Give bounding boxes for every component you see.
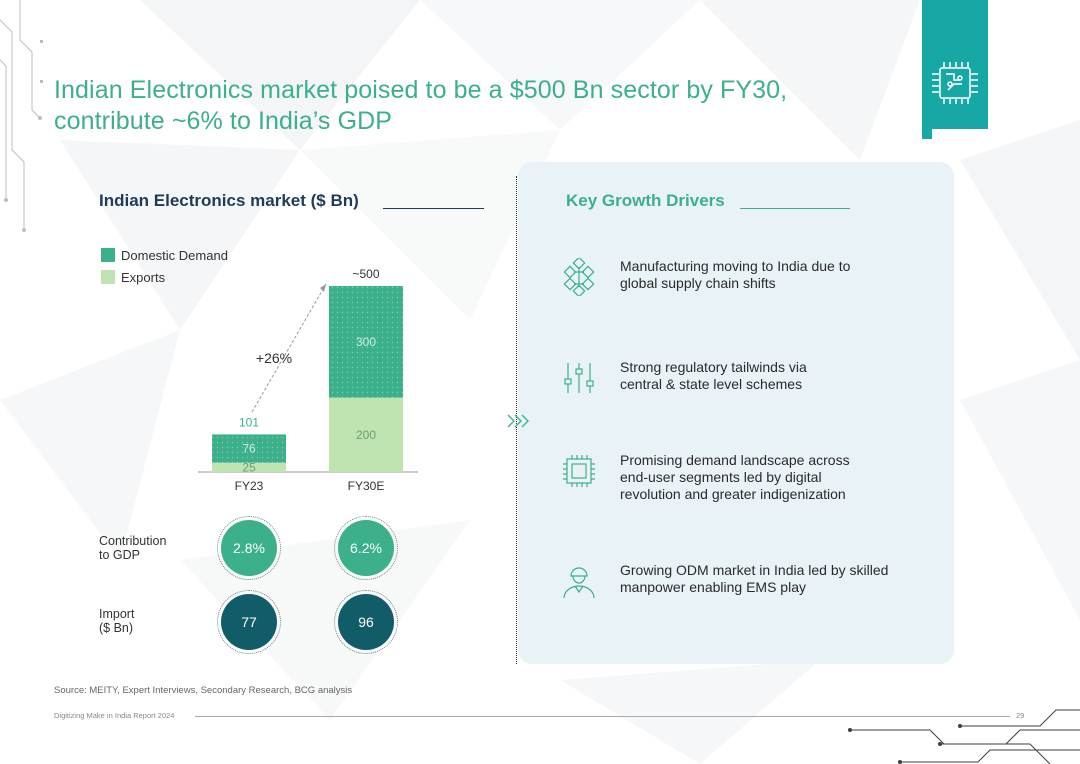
driver-text-odm: Growing ODM market in India led by skill…: [620, 562, 940, 596]
gdp-fy30e-bubble: 6.2%: [334, 516, 398, 580]
segment-label-fy30e-exports: 200: [356, 428, 376, 442]
import-fy30e-value: 96: [358, 614, 374, 630]
page-number: 29: [1016, 711, 1025, 720]
category-label-fy30e: FY30E: [348, 479, 385, 493]
import-fy23-bubble: 77: [217, 590, 281, 654]
footer-report-name: Digitizing Make in India Report 2024: [54, 711, 175, 720]
driver-4-line2: manpower enabling EMS play: [620, 579, 806, 595]
chevrons-right-icon: [507, 414, 529, 428]
supply-chain-icon: [563, 258, 595, 296]
import-label: Import ($ Bn): [99, 607, 134, 635]
import-label-line1: Import: [99, 607, 135, 621]
gdp-fy23-bubble: 2.8%: [217, 516, 281, 580]
legend-item-exports: Exports: [101, 266, 228, 288]
driver-3-line3: revolution and greater indigenization: [620, 486, 846, 502]
section-icon-tab-square: [922, 129, 932, 139]
driver-2-line1: Strong regulatory tailwinds via: [620, 359, 807, 375]
page-title-line1: Indian Electronics market poised to be a…: [54, 75, 788, 104]
gdp-contribution-label: Contribution to GDP: [99, 534, 166, 562]
chart-legend: Domestic Demand Exports: [101, 244, 228, 288]
growth-drivers-panel: [518, 162, 954, 664]
bar-fy30e-exports: [329, 397, 403, 472]
segment-label-fy23-exports: 25: [242, 460, 256, 474]
circuit-chip-icon: [932, 62, 978, 104]
bar-texture-fy30e: [329, 286, 403, 398]
footer-line: [195, 716, 1010, 717]
driver-text-supply-chain: Manufacturing moving to India due to glo…: [620, 258, 940, 292]
driver-1-line2: global supply chain shifts: [620, 275, 776, 291]
chart-heading: Indian Electronics market ($ Bn): [99, 191, 359, 210]
legend-swatch-exports: [101, 270, 115, 284]
driver-text-demand: Promising demand landscape across end-us…: [620, 452, 940, 503]
worker-icon: [563, 567, 595, 599]
growth-arrow-line: [251, 283, 327, 413]
bar-texture-fy23: [212, 434, 286, 463]
gdp-label-line1: Contribution: [99, 534, 167, 548]
chart-heading-underline: [383, 208, 484, 209]
driver-1-line1: Manufacturing moving to India due to: [620, 258, 851, 274]
driver-3-line2: end-user segments led by digital: [620, 469, 822, 485]
import-fy30e-bubble: 96: [334, 590, 398, 654]
chip-icon: [563, 455, 595, 487]
circuit-decoration-bottom-right: [848, 709, 1080, 764]
gdp-fy30e-value: 6.2%: [350, 540, 382, 556]
page-title: Indian Electronics market poised to be a…: [54, 75, 894, 137]
segment-label-fy30e-domestic-demand: 300: [356, 335, 376, 349]
driver-2-line2: central & state level schemes: [620, 376, 803, 392]
source-note: Source: MEITY, Expert Interviews, Second…: [54, 685, 353, 696]
import-label-line2: ($ Bn): [99, 621, 134, 635]
total-label-fy30e: ~500: [352, 267, 379, 281]
drivers-heading-underline: [740, 208, 850, 209]
driver-text-regulatory: Strong regulatory tailwinds via central …: [620, 359, 940, 393]
bar-fy23-exports: [212, 462, 286, 472]
category-label-fy23: FY23: [235, 479, 264, 493]
segment-label-fy23-domestic-demand: 76: [242, 442, 256, 456]
drivers-heading: Key Growth Drivers: [566, 191, 725, 210]
legend-label-domestic: Domestic Demand: [121, 247, 228, 263]
panel-divider: [516, 176, 517, 664]
section-icon-tab: [922, 0, 988, 129]
total-label-fy23: 101: [239, 415, 259, 429]
stacked-bar-chart: 25 76 101 FY23 200 300 ~500 FY30E +26%: [198, 267, 418, 493]
growth-annotation: +26%: [256, 350, 292, 366]
page-title-line2: contribute ~6% to India’s GDP: [54, 106, 393, 135]
driver-3-line1: Promising demand landscape across: [620, 452, 850, 468]
legend-label-exports: Exports: [121, 269, 166, 285]
legend-item-domestic: Domestic Demand: [101, 244, 228, 266]
sliders-icon: [564, 363, 594, 393]
growth-arrow-head: [320, 284, 326, 292]
import-fy23-value: 77: [241, 614, 257, 630]
circuit-decoration-left: [0, 0, 43, 232]
gdp-fy23-value: 2.8%: [233, 540, 265, 556]
legend-swatch-domestic: [101, 248, 115, 262]
driver-4-line1: Growing ODM market in India led by skill…: [620, 562, 889, 578]
gdp-label-line2: to GDP: [99, 548, 140, 562]
